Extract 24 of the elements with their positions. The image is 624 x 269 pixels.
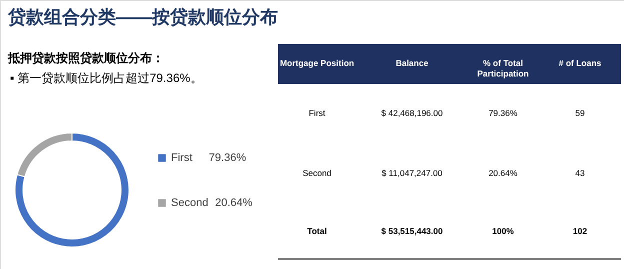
text: First <box>308 108 326 118</box>
text: 59 <box>575 108 585 118</box>
text: $ 11,047,247.00 <box>382 168 443 178</box>
chart-subtitle: 抵押贷款按照贷款顺位分布： <box>7 51 164 65</box>
text: ▪ 第一贷款顺位比例占超过79.36%。 <box>10 71 202 85</box>
text: $ 53,515,443.00 <box>381 226 443 236</box>
text: % of Total Participation <box>477 58 529 78</box>
legend-label: First <box>171 152 192 164</box>
data-label: 79.36% <box>208 152 246 164</box>
text: 102 <box>572 226 588 236</box>
text: Mortgage Position <box>280 58 354 68</box>
text: Second <box>302 168 332 178</box>
text: # of Loans <box>558 58 602 68</box>
legend-label: Second <box>171 197 208 209</box>
text: Balance <box>396 58 429 68</box>
data-label: 20.64% <box>215 197 253 209</box>
chart-title: 贷款组合分类——按贷款顺位分布 <box>7 7 278 27</box>
donut-slice <box>14 132 130 248</box>
text: Total <box>307 226 327 236</box>
text: 100% <box>492 226 514 236</box>
text: 79.36% <box>488 108 518 118</box>
text: $ 42,468,196.00 <box>381 108 443 118</box>
text: 43 <box>575 168 585 178</box>
text: 20.64% <box>488 168 518 178</box>
